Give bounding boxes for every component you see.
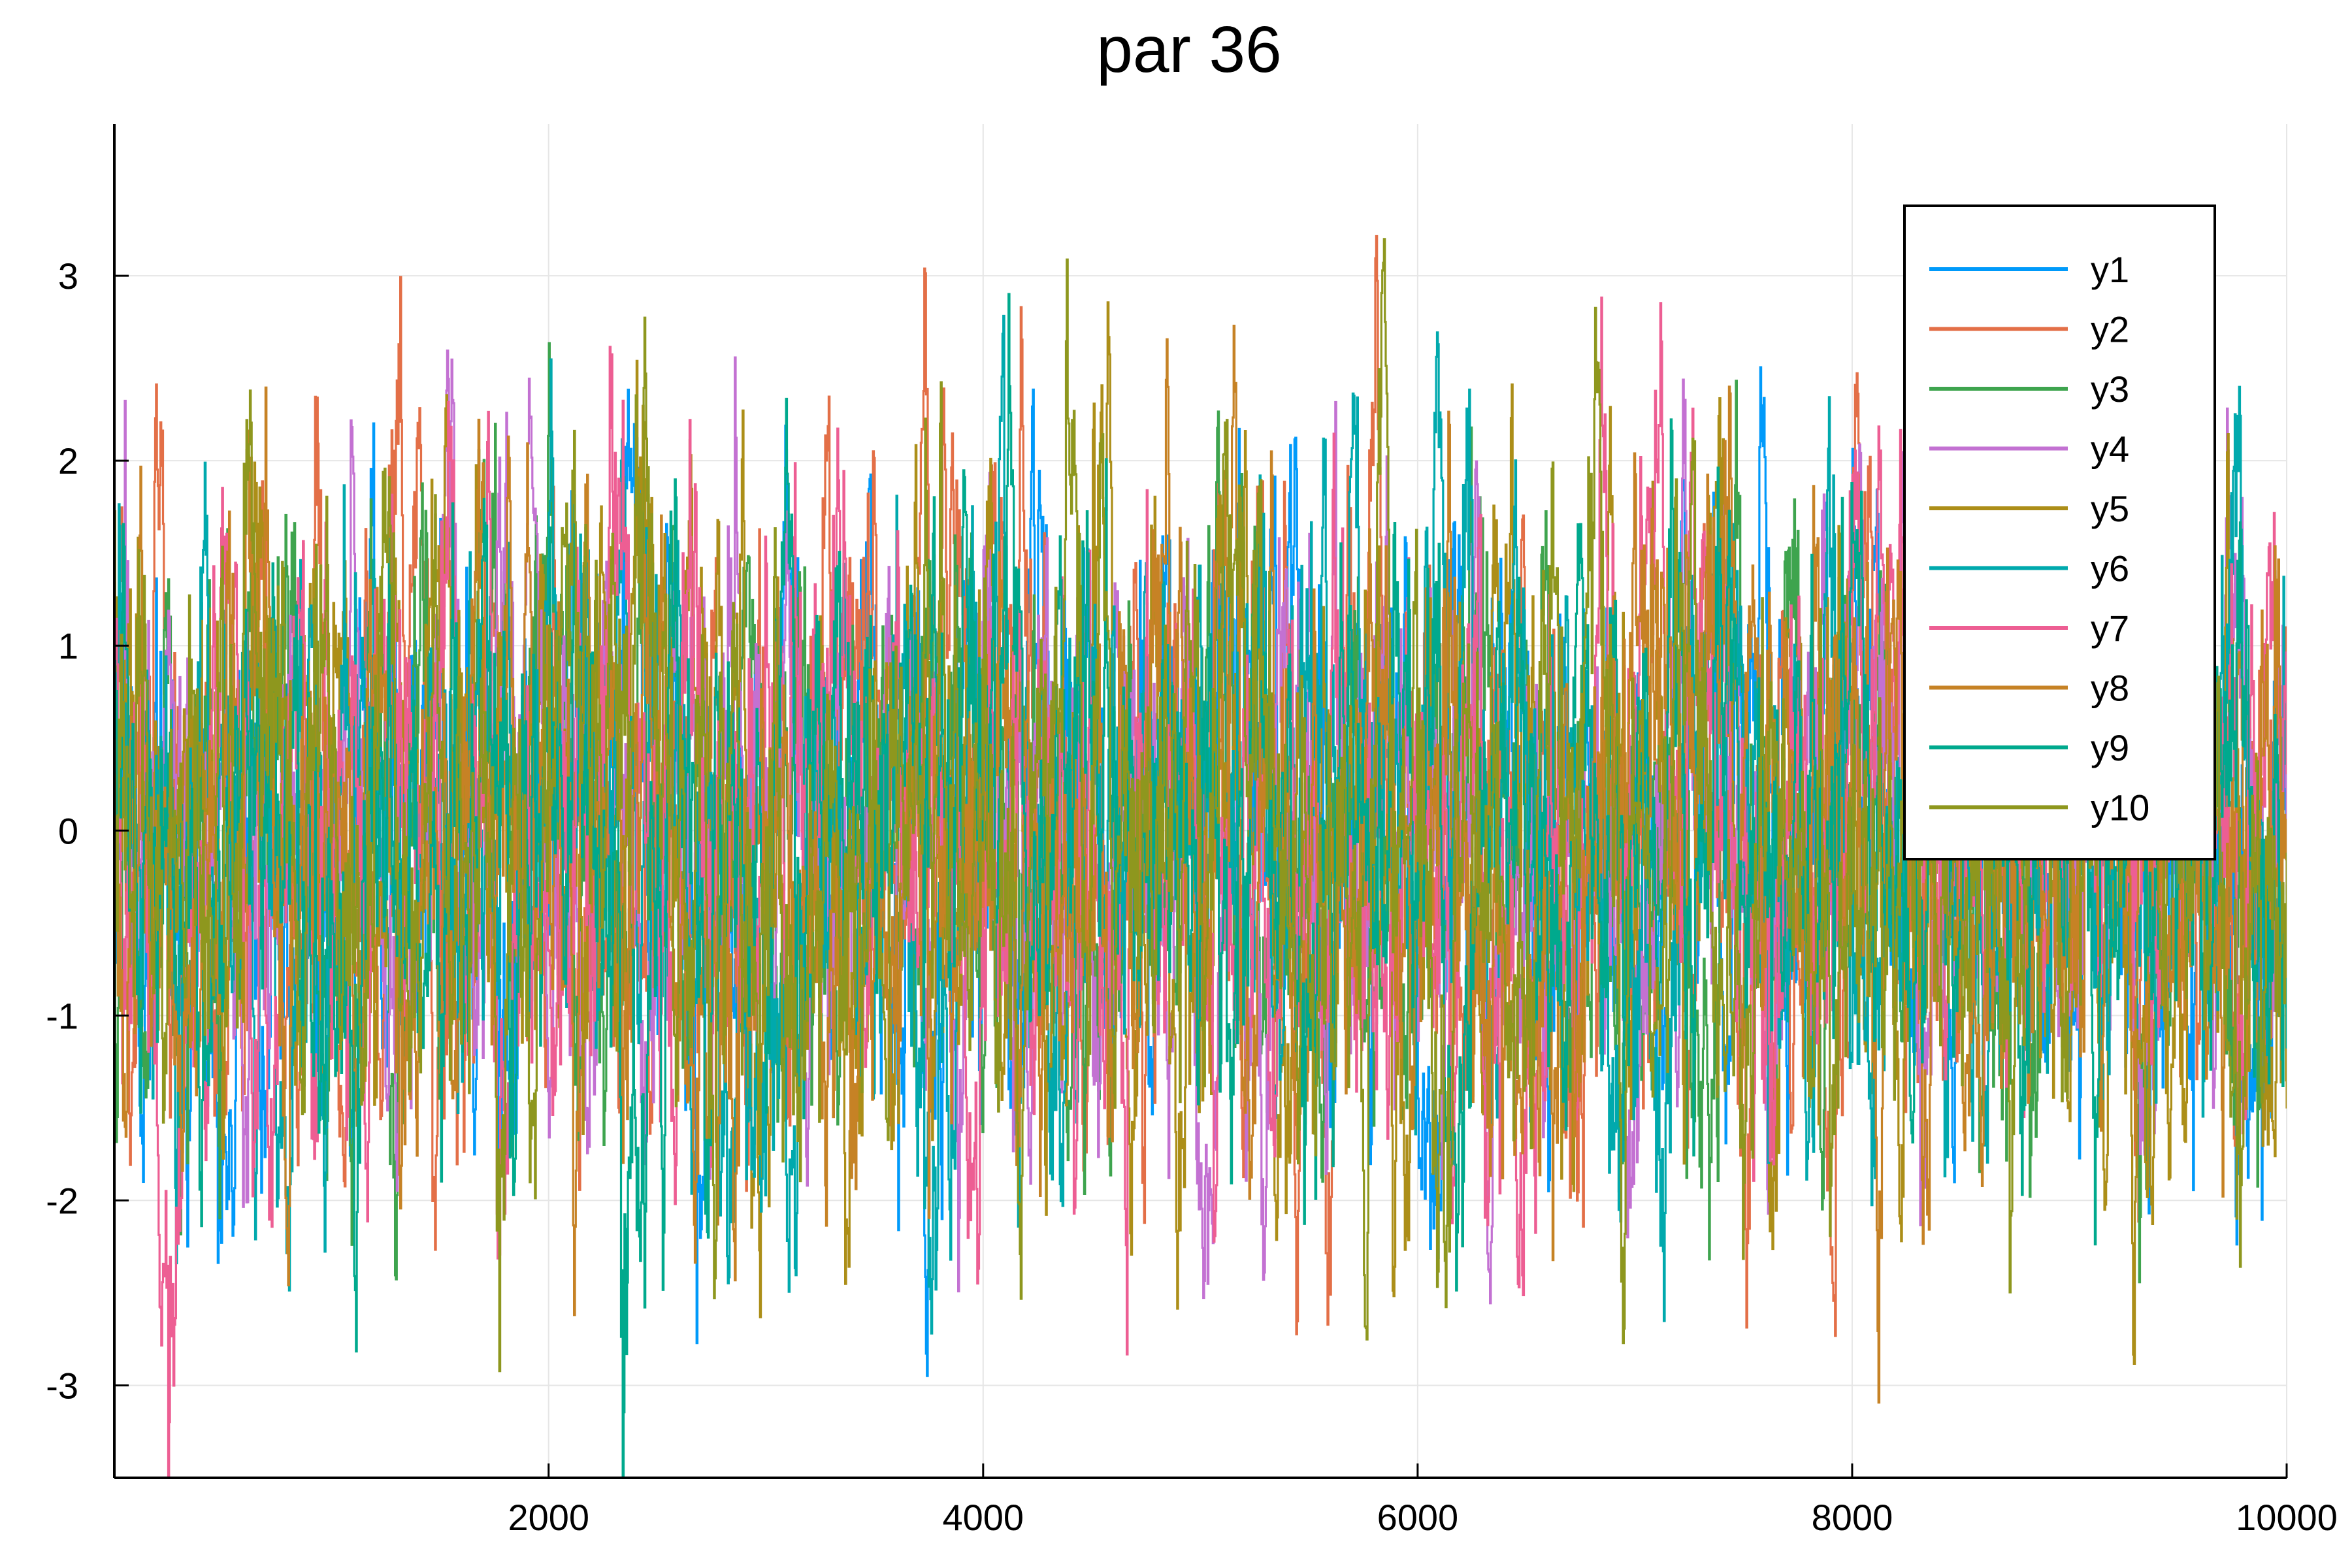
x-tick-label: 10000	[2236, 1497, 2338, 1538]
legend-label-y2: y2	[2091, 309, 2129, 350]
legend-label-y7: y7	[2091, 608, 2129, 649]
legend: y1 y2 y3 y4 y5 y6 y7 y8 y9 y10	[1903, 204, 2216, 860]
y-tick-label: -1	[46, 995, 78, 1036]
legend-label-y3: y3	[2091, 368, 2129, 410]
legend-label-y10: y10	[2091, 787, 2149, 828]
legend-label-y5: y5	[2091, 488, 2129, 529]
y-tick-label: 3	[58, 255, 78, 297]
y-tick-label: 0	[58, 810, 78, 851]
axes	[113, 124, 2287, 1479]
legend-label-y1: y1	[2091, 249, 2129, 290]
x-tick-label: 6000	[1377, 1497, 1459, 1538]
legend-label-y9: y9	[2091, 727, 2129, 768]
x-tick-label: 4000	[943, 1497, 1024, 1538]
legend-label-y8: y8	[2091, 668, 2129, 709]
legend-label-y4: y4	[2091, 429, 2129, 470]
chart-title: par 36	[1096, 13, 1282, 86]
x-tick-label: 2000	[508, 1497, 589, 1538]
y-tick-label: -2	[46, 1180, 78, 1221]
y-tick-label: 1	[58, 625, 78, 666]
legend-label-y6: y6	[2091, 548, 2129, 589]
legend-box	[1903, 204, 2216, 860]
x-tick-label: 8000	[1812, 1497, 1893, 1538]
series-line-y4	[114, 350, 2287, 1305]
tick-labels: 2000 4000 6000 8000 10000 -3 -2 -1 0 1 2 3	[46, 255, 2338, 1538]
y-tick-label: -3	[46, 1365, 78, 1406]
y-tick-label: 2	[58, 440, 78, 482]
